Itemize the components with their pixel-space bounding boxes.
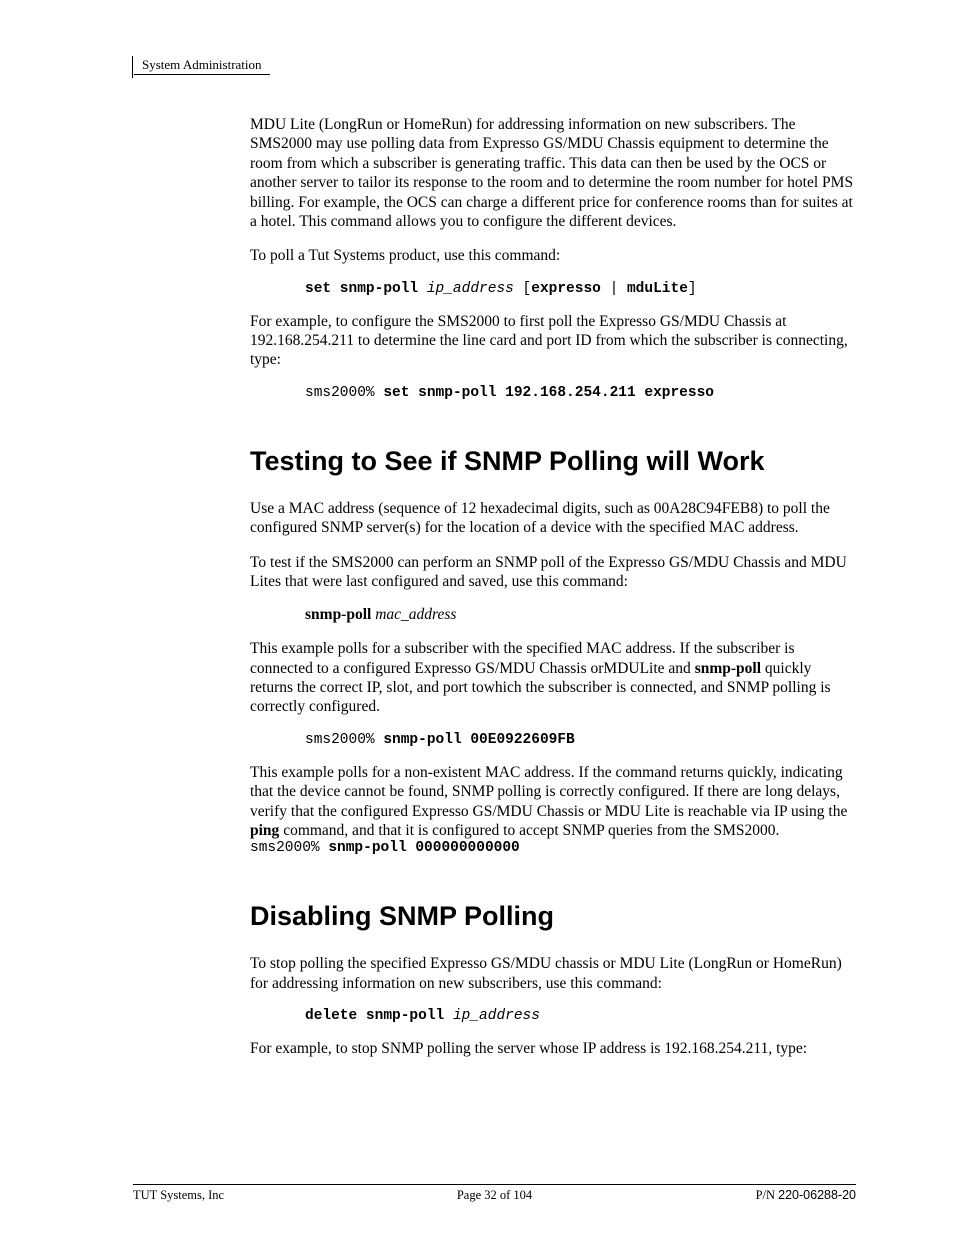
para-poll-intro: To poll a Tut Systems product, use this … xyxy=(250,246,856,265)
cmd-prompt: sms2000% xyxy=(305,385,383,401)
p7-part-b: command, and that it is configured to ac… xyxy=(279,822,779,839)
cmd-arg-ip: ip_address xyxy=(453,1008,540,1024)
cmd-prompt: sms2000% xyxy=(250,840,328,856)
para-example-poll: This example polls for a subscriber with… xyxy=(250,639,856,717)
p6-bold: snmp-poll xyxy=(695,660,761,677)
command-example-zeros: sms2000% snmp-poll 000000000000 xyxy=(250,840,856,856)
cmd-arg-ip: ip_address xyxy=(427,281,514,297)
para-mac-intro: Use a MAC address (sequence of 12 hexade… xyxy=(250,499,856,538)
command-example-set: sms2000% set snmp-poll 192.168.254.211 e… xyxy=(305,385,856,401)
cmd-text: set snmp-poll 192.168.254.211 expresso xyxy=(383,385,714,401)
header-tick xyxy=(132,56,133,78)
para-nonexistent: This example polls for a non-existent MA… xyxy=(250,763,856,841)
cmd-bracket-close: ] xyxy=(688,281,697,297)
para-intro: MDU Lite (LongRun or HomeRun) for addres… xyxy=(250,115,856,231)
para-example-1: For example, to configure the SMS2000 to… xyxy=(250,312,856,370)
page-header: System Administration xyxy=(133,56,856,75)
para-disable-example: For example, to stop SNMP polling the se… xyxy=(250,1039,856,1058)
footer-page-number: Page 32 of 104 xyxy=(133,1188,856,1203)
command-delete-snmp-poll: delete snmp-poll ip_address xyxy=(305,1008,856,1024)
p7-bold-ping: ping xyxy=(250,822,279,839)
cmd-bracket-open: [ xyxy=(514,281,531,297)
cmd-option-mdulite: mduLite xyxy=(627,281,688,297)
heading-disabling: Disabling SNMP Polling xyxy=(250,901,856,932)
cmd-text: snmp-poll 000000000000 xyxy=(328,840,519,856)
cmd-option-expresso: expresso xyxy=(531,281,601,297)
cmd-prompt: sms2000% xyxy=(305,732,383,748)
header-section-label: System Administration xyxy=(134,57,270,75)
command-set-snmp-poll: set snmp-poll ip_address [expresso | mdu… xyxy=(305,281,856,297)
cmd-pipe: | xyxy=(601,281,627,297)
command-example-poll: sms2000% snmp-poll 00E0922609FB xyxy=(305,732,856,748)
para-test-intro: To test if the SMS2000 can perform an SN… xyxy=(250,553,856,592)
syntax-arg-mac: mac_address xyxy=(375,606,456,623)
page-footer: TUT Systems, Inc Page 32 of 104 P/N 220-… xyxy=(133,1184,856,1203)
cmd-keyword-delete: delete snmp-poll xyxy=(305,1008,453,1024)
para-disable-intro: To stop polling the specified Expresso G… xyxy=(250,954,856,993)
syntax-snmp-poll: snmp-poll mac_address xyxy=(305,606,856,624)
cmd-keyword: set snmp-poll xyxy=(305,281,427,297)
p7-part-a: This example polls for a non-existent MA… xyxy=(250,764,847,820)
cmd-text: snmp-poll 00E0922609FB xyxy=(383,732,574,748)
heading-testing: Testing to See if SNMP Polling will Work xyxy=(250,446,856,477)
syntax-cmd: snmp-poll xyxy=(305,606,371,623)
content-column: MDU Lite (LongRun or HomeRun) for addres… xyxy=(250,115,856,1058)
